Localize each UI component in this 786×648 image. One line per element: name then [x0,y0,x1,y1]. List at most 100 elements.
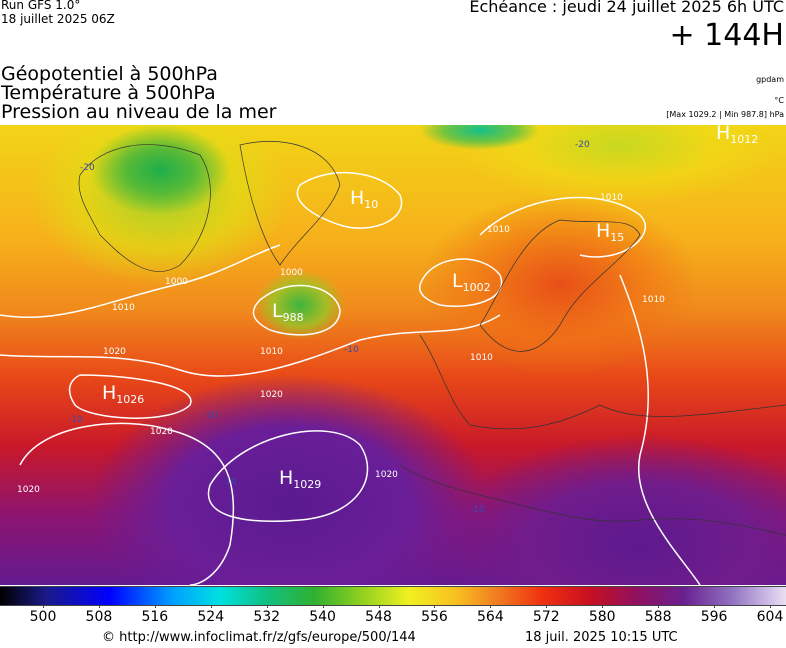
valid-time: Echéance : jeudi 24 juillet 2025 6h UTC [469,0,784,16]
isotherm-label: -20 [575,140,590,150]
colorbar-tick [490,605,492,608]
isotherm-label: -10 [470,505,485,515]
contours [0,141,786,585]
center-pressure: 988 [282,311,304,324]
center-letter: H [102,382,117,404]
coastline [239,141,341,266]
colorbar-tick [210,605,212,608]
pressure-center: H10 [350,187,378,211]
isobar [252,284,341,336]
colorbar [0,586,786,606]
pressure-center: L988 [272,300,304,324]
isobar [418,258,503,307]
isobar-label: 1020 [375,470,398,480]
colorbar-label: 604 [756,609,784,625]
colorbar-tick [658,605,660,608]
colorbar-label: 532 [253,609,281,625]
source-url: © http://www.infoclimat.fr/z/gfs/europe/… [102,630,416,645]
isobar-label: 1020 [17,485,40,495]
pressure-center: L1002 [452,270,491,294]
colorbar-label: 508 [85,609,113,625]
isotherm-label: -10 [344,345,359,355]
center-pressure: 10 [364,198,379,211]
isobar-label: 1010 [642,295,665,305]
colorbar-label: 572 [532,609,560,625]
colorbar-tick [154,605,156,608]
colorbar-tick [546,605,548,608]
isobar-label: 1020 [150,427,173,437]
isobar [68,374,192,419]
colorbar-tick [434,605,436,608]
isobar-label: 1000 [165,277,188,287]
colorbar-label: 580 [588,609,616,625]
unit: °C [774,96,784,105]
isobar-label: 1010 [470,353,493,363]
center-pressure: 1026 [116,393,145,406]
isobars [0,172,701,585]
isobar [619,274,701,585]
colorbar-tick [266,605,268,608]
run: Run GFS 1.0° [1,0,81,12]
center-pressure: 1012 [730,133,759,146]
colorbar-label: 540 [309,609,336,625]
isotherm-label: -10 [222,477,237,487]
center-letter: H [596,220,611,242]
colorbar-label: 524 [197,609,225,625]
colorbar-label: 564 [477,609,504,625]
pressure-center: H15 [596,220,624,244]
colorbar-label: 548 [365,609,392,625]
colorbar-tick [322,605,324,608]
isobar [207,430,369,522]
legend-line: Géopotentiel à 500hPa [1,63,218,85]
center-pressure: 1002 [462,281,491,294]
isobar-label: 1010 [487,225,510,235]
colorbar-tick [43,605,44,608]
colorbar-label: 500 [29,609,57,625]
run-date: 18 juillet 2025 06Z [1,12,115,26]
coastlines [78,141,786,536]
unit: gpdam [756,75,784,84]
coastline [479,219,641,352]
colorbar-tick [602,605,604,608]
center-letter: H [716,125,731,144]
pressure-center: H1029 [279,467,321,491]
center-letter: H [279,467,294,489]
center-pressure: 15 [610,231,625,244]
pressure-center: H1012 [716,125,758,146]
colorbar-label: 556 [421,609,448,625]
coastline [78,144,211,272]
isobar-label: 1020 [103,347,126,357]
isobar-label: 1020 [260,390,283,400]
generated: 18 juil. 2025 10:15 UTC [525,630,678,645]
isotherm-label: -20 [80,163,95,173]
isobar-label: 1010 [260,347,283,357]
isobar-label: 1000 [280,268,303,278]
isobar [19,422,235,585]
center-pressure: 1029 [293,478,322,491]
center-letter: H [350,187,365,209]
isotherm-label: -10 [203,411,218,421]
isobar [479,196,647,258]
isobar [0,244,281,319]
coastline [399,464,786,536]
colorbar-tick [98,605,100,608]
isobar-label: 1010 [600,193,623,203]
isobar-label: 1010 [112,303,135,313]
isotherm-label: -10 [68,415,83,425]
colorbar-tick [714,605,716,608]
colorbar-tick [378,605,380,608]
pressure-center: H1026 [102,382,144,406]
unit: [Max 1029.2 | Min 987.8] hPa [666,110,784,119]
legend-line: Pression au niveau de la mer [1,101,277,123]
colorbar-tick [770,605,771,608]
map: H1026 H1029 L988 L1002 H1012 H15 H10 1010 1020 10… [0,125,786,585]
lead-time: + 144H [669,18,785,53]
center-letter: L [272,300,283,322]
coastline [419,334,786,430]
isobar [0,314,501,377]
colorbar-label: 588 [644,609,672,625]
colorbar-label: 596 [700,609,728,625]
colorbar-label: 516 [141,609,169,625]
legend-line: Température à 500hPa [1,82,216,104]
